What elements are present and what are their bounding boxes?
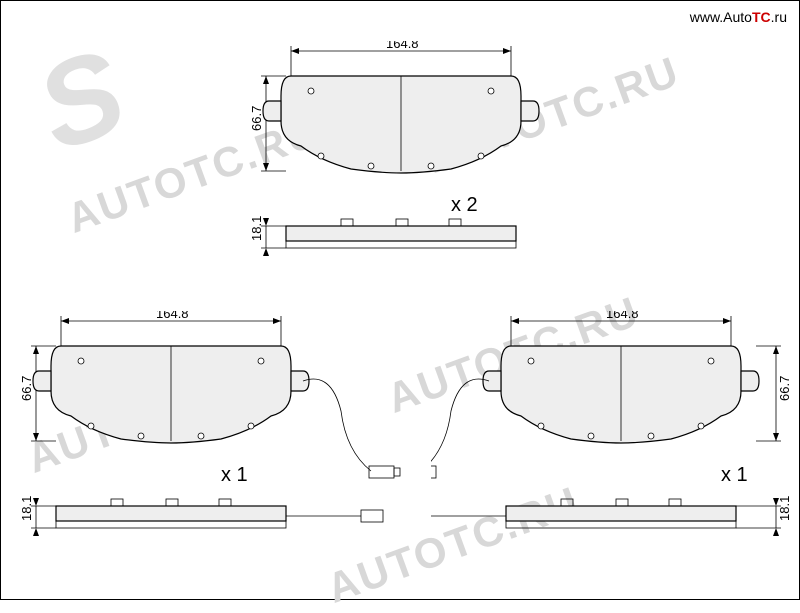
url-red: TC bbox=[752, 9, 771, 25]
sensor-connector bbox=[369, 466, 394, 478]
left-width-label: 164.8 bbox=[156, 311, 189, 321]
right-pad-group: 164.8 66.7 x 1 bbox=[431, 311, 800, 591]
url-main: Auto bbox=[723, 9, 752, 25]
source-url: www.AutoTC.ru bbox=[690, 9, 787, 25]
left-thick-label: 18.1 bbox=[21, 496, 34, 521]
right-height-label: 66.7 bbox=[777, 376, 792, 401]
top-width-label: 164.8 bbox=[386, 41, 419, 51]
diagram-container: S AUTOTC.RU AUTOTC.RU AUTOTC.RU AUTOTC.R… bbox=[0, 0, 800, 600]
top-qty-label: x 2 bbox=[451, 194, 478, 216]
url-suffix: .ru bbox=[771, 9, 787, 25]
url-prefix: www. bbox=[690, 9, 723, 25]
top-side-plate bbox=[286, 226, 516, 241]
right-pad-svg: 164.8 66.7 x 1 bbox=[431, 311, 800, 591]
left-pad-group: 164.8 66.7 x 1 bbox=[21, 311, 421, 591]
logo-watermark: S bbox=[20, 21, 142, 178]
left-qty-label: x 1 bbox=[221, 464, 248, 486]
top-pad-group: 164.8 66.7 x 2 bbox=[251, 41, 551, 301]
left-height-label: 66.7 bbox=[21, 376, 34, 401]
sensor-connector-right bbox=[431, 466, 436, 478]
right-qty-label: x 1 bbox=[721, 464, 748, 486]
right-width-label: 164.8 bbox=[606, 311, 639, 321]
top-thick-label: 18.1 bbox=[251, 216, 264, 241]
top-height-label: 66.7 bbox=[251, 106, 264, 131]
top-pad-svg: 164.8 66.7 x 2 bbox=[251, 41, 551, 301]
left-pad-svg: 164.8 66.7 x 1 bbox=[21, 311, 421, 591]
right-thick-label: 18.1 bbox=[777, 496, 792, 521]
